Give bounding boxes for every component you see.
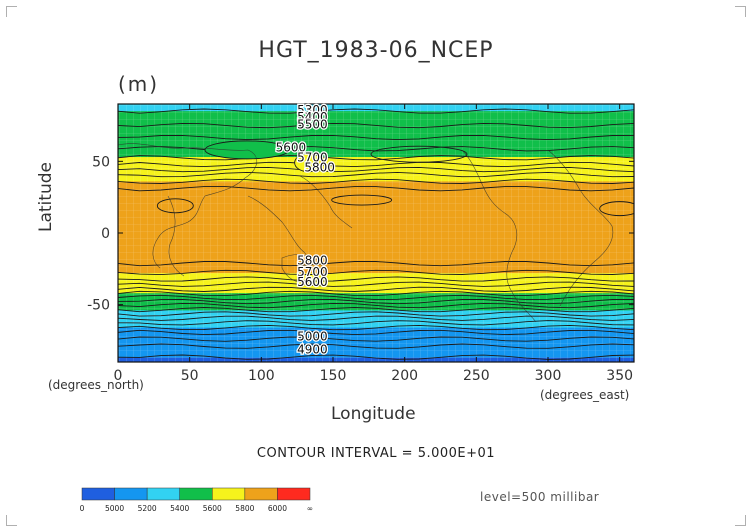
contour-line	[118, 261, 634, 267]
corner-mark	[735, 6, 746, 17]
x-tick-label: 0	[114, 368, 123, 384]
contour-label: 5500	[297, 117, 328, 131]
x-tick-label: 100	[248, 368, 275, 384]
colorbar-label: ∞	[307, 504, 313, 513]
contour-line	[599, 201, 634, 217]
y-tick-label: 50	[92, 154, 110, 170]
contour-label: 4900	[297, 342, 328, 356]
contour-line	[118, 298, 634, 305]
contour-line	[118, 286, 634, 292]
contour-label: 5600	[276, 140, 307, 154]
contour-line	[118, 324, 634, 331]
contour-line	[118, 329, 634, 336]
contour-label: 5400	[297, 110, 328, 124]
contour-line	[118, 276, 634, 282]
contour-line	[118, 307, 634, 313]
coastline	[547, 149, 614, 307]
y-tick-label: 0	[101, 226, 110, 242]
contour-line	[118, 161, 634, 168]
y-unit-note: (degrees_north)	[48, 378, 144, 392]
contour-line	[118, 294, 634, 301]
coastline	[299, 175, 353, 229]
contour-label: 5600	[297, 275, 328, 289]
corner-mark	[735, 515, 746, 526]
x-axis-label: Longitude	[331, 404, 416, 424]
x-tick-label: 300	[535, 368, 562, 384]
contour-label: 5300	[297, 103, 328, 117]
corner-mark	[6, 515, 17, 526]
coastline	[118, 143, 257, 269]
chart-title: HGT_1983-06_NCEP	[258, 38, 494, 63]
coastline	[461, 149, 537, 323]
colorbar-label: 5400	[170, 504, 189, 513]
y-tick-label: -50	[87, 298, 110, 314]
contour-interval-note: CONTOUR INTERVAL = 5.000E+01	[256, 446, 496, 461]
colorbar-swatch	[114, 487, 148, 501]
x-tick-label: 350	[606, 368, 633, 384]
contour-line	[118, 269, 634, 276]
coastline	[247, 195, 327, 273]
colorbar-label: 5600	[203, 504, 222, 513]
contour-line	[118, 134, 634, 141]
x-tick-label: 150	[320, 368, 347, 384]
colorbar-swatch	[212, 487, 246, 501]
colorbar-label: 6000	[268, 504, 287, 513]
contour-line	[331, 194, 393, 206]
contour-line	[156, 198, 194, 214]
contour-line	[118, 186, 634, 192]
contour-label: 5700	[297, 265, 328, 279]
contour-label: 5700	[297, 150, 328, 164]
x-tick-label: 50	[181, 368, 199, 384]
coastline	[167, 195, 185, 277]
contour-label: 5000	[297, 330, 328, 344]
contour-line	[118, 155, 634, 161]
corner-mark	[6, 6, 17, 17]
contour-line	[118, 178, 634, 184]
contour-line	[118, 171, 634, 178]
contour-label: 5800	[304, 160, 335, 174]
contour-line	[118, 302, 634, 309]
contour-line	[118, 166, 634, 173]
coastline	[281, 254, 323, 283]
contour-line	[118, 108, 634, 114]
contour-line	[118, 343, 634, 349]
colorbar-label: 0	[80, 504, 85, 513]
colorbar-swatch	[81, 487, 115, 501]
contour-line	[118, 122, 634, 129]
contour-line	[118, 290, 634, 297]
x-tick-label: 250	[463, 368, 490, 384]
contour-line	[118, 315, 634, 321]
contour-line	[118, 320, 634, 326]
level-note: level=500 millibar	[480, 490, 600, 504]
x-unit-note: (degrees_east)	[540, 388, 630, 402]
x-tick-label: 200	[391, 368, 418, 384]
contour-line	[118, 336, 634, 342]
colorbar-swatch	[179, 487, 213, 501]
colorbar-swatch	[244, 487, 278, 501]
colorbar-label: 5200	[138, 504, 157, 513]
colorbar-label: 5800	[235, 504, 254, 513]
contour-label: 5800	[297, 254, 328, 268]
contour-line	[118, 281, 634, 287]
contour-line	[118, 311, 634, 317]
contour-line	[294, 153, 324, 173]
colorbar-swatch	[146, 487, 180, 501]
colorbar-label: 5000	[105, 504, 124, 513]
colorbar-swatch	[277, 487, 311, 501]
contour-line	[370, 145, 468, 163]
units-label: (m)	[118, 72, 160, 96]
